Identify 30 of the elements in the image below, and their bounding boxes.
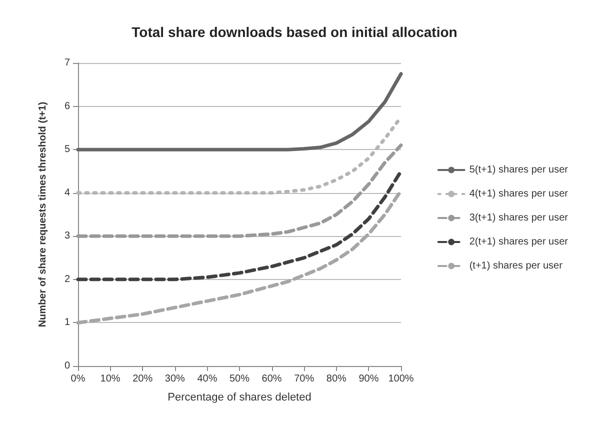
x-tick-label: 70% — [294, 374, 314, 384]
y-tick-label: 3 — [64, 230, 70, 242]
chart-title: Total share downloads based on initial allocation — [132, 24, 458, 40]
legend-label: 3(t+1) shares per user — [469, 212, 569, 224]
line-series — [76, 169, 403, 282]
y-tick-label: 1 — [64, 317, 70, 328]
x-tick-label: 10% — [100, 374, 120, 384]
legend-label: 5(t+1) shares per user — [469, 164, 569, 176]
x-tick-label: 60% — [262, 374, 282, 384]
y-tick-label: 5 — [64, 144, 70, 156]
y-axis-title: Number of share requests times threshold (t+1) — [38, 102, 48, 328]
x-tick-label: 80% — [326, 374, 347, 384]
x-tick-label: 50% — [229, 374, 250, 384]
x-tick-label: 20% — [132, 374, 153, 384]
x-tick-label: 90% — [358, 374, 379, 384]
y-tick-label: 2 — [64, 274, 70, 285]
line-series — [76, 143, 403, 238]
y-tick-label: 7 — [64, 58, 70, 68]
legend-label: (t+1) shares per user — [469, 260, 564, 272]
x-tick-label: 0% — [70, 374, 86, 384]
y-tick-label: 4 — [64, 187, 70, 198]
line-series — [76, 72, 403, 152]
legend-label: 4(t+1) shares per user — [469, 188, 569, 200]
y-tick-label: 0 — [64, 360, 70, 372]
y-tick-label: 6 — [64, 100, 70, 112]
x-tick-label: 30% — [164, 374, 186, 384]
x-tick-label: 100% — [388, 374, 414, 384]
x-axis-title: Percentage of shares deleted — [168, 392, 312, 404]
x-tick-label: 40% — [197, 374, 218, 384]
legend-label: 2(t+1) shares per user — [469, 236, 569, 248]
